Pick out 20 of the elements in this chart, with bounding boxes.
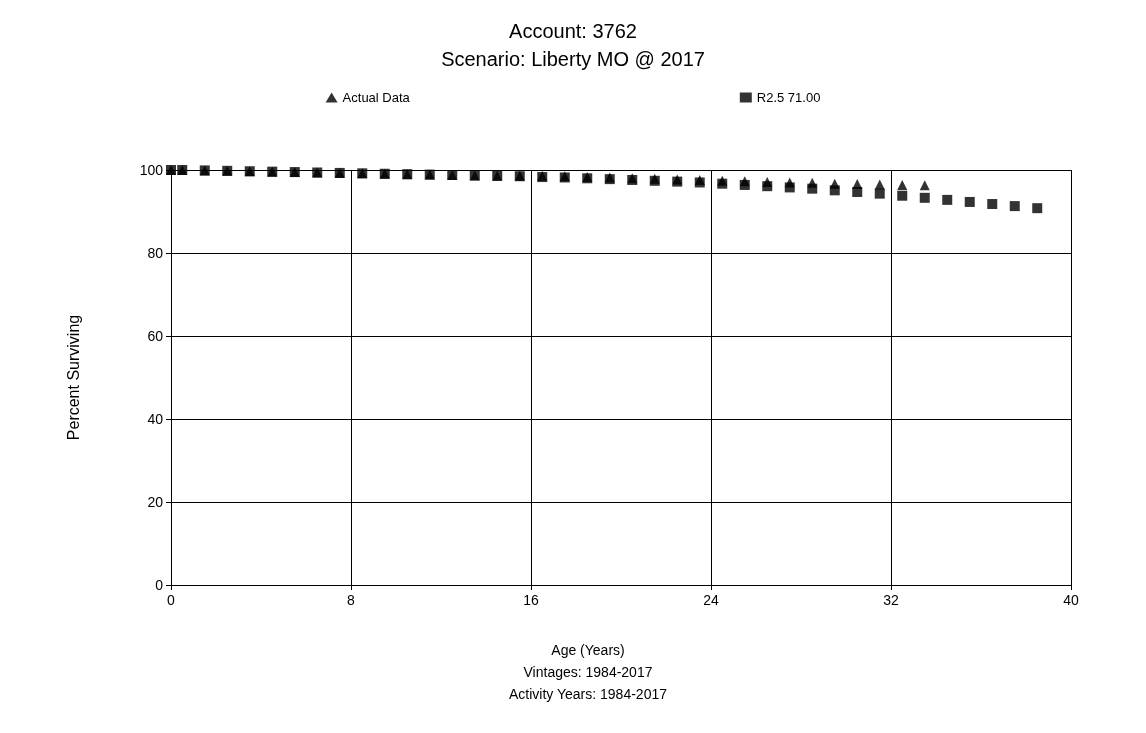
y-axis-title: Percent Surviving xyxy=(64,314,82,441)
y-tick-label: 80 xyxy=(147,245,164,261)
y-tick-label: 0 xyxy=(155,577,164,593)
x-tick-label: 24 xyxy=(703,592,719,608)
x-tick-label: 40 xyxy=(1063,592,1079,608)
text: Activity Years: 1984-2017 xyxy=(509,686,668,702)
x-tick-label: 8 xyxy=(347,592,356,608)
x-axis-title: Age (Years) xyxy=(551,642,625,658)
legend-label: R2.5 71.00 xyxy=(756,90,821,105)
y-tick-label: 60 xyxy=(147,328,164,344)
y-tick-label: 100 xyxy=(139,162,164,178)
y-tick-label: 20 xyxy=(147,494,164,510)
x-tick-label: 0 xyxy=(167,592,176,608)
text: Vintages: 1984-2017 xyxy=(523,664,653,680)
x-tick-label: 16 xyxy=(523,592,539,608)
x-tick-label: 32 xyxy=(883,592,899,608)
chart-title: Account: 3762 xyxy=(509,20,637,42)
chart-subtitle: Scenario: Liberty MO @ 2017 xyxy=(441,48,705,70)
y-tick-label: 40 xyxy=(147,411,164,427)
legend-label: Actual Data xyxy=(342,90,411,105)
